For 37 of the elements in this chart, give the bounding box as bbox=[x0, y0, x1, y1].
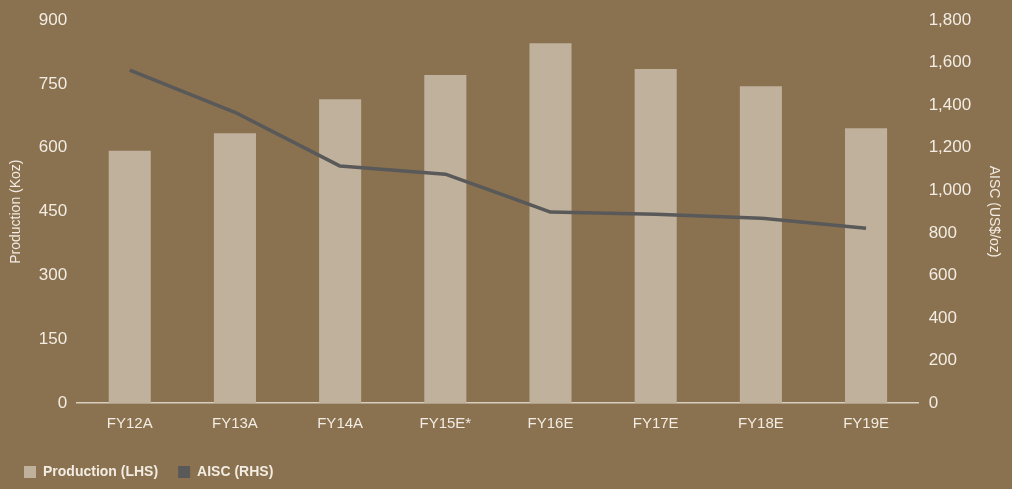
y2-tick-label: 1,200 bbox=[928, 137, 972, 157]
y2-tick-label: 0 bbox=[928, 392, 939, 412]
y-tick-label: 150 bbox=[38, 328, 68, 348]
y2-tick-label: 1,600 bbox=[928, 52, 972, 72]
y2-tick-label: 800 bbox=[928, 222, 958, 242]
x-tick-label: FY15E* bbox=[419, 414, 472, 432]
x-tick-label: FY17E bbox=[632, 414, 679, 432]
bar bbox=[739, 86, 782, 403]
bar bbox=[108, 150, 151, 403]
y-tick-label: 900 bbox=[38, 9, 68, 29]
x-tick-label: FY16E bbox=[527, 414, 574, 432]
y2-tick-label: 1,000 bbox=[928, 180, 972, 200]
y2-tick-label: 200 bbox=[928, 350, 958, 370]
y2-tick-label: 400 bbox=[928, 307, 958, 327]
y-tick-label: 750 bbox=[38, 73, 68, 93]
bar bbox=[424, 75, 467, 403]
bar bbox=[213, 133, 256, 403]
legend-label: Production (LHS) bbox=[43, 462, 159, 479]
y2-axis-title: AISC (US$/oz) bbox=[986, 165, 1003, 258]
bar bbox=[634, 69, 677, 403]
bar bbox=[319, 99, 362, 403]
y-tick-label: 600 bbox=[38, 137, 68, 157]
x-tick-label: FY13A bbox=[212, 414, 258, 432]
y-tick-label: 450 bbox=[38, 201, 68, 221]
x-tick-label: FY12A bbox=[106, 414, 153, 432]
y-tick-label: 300 bbox=[38, 265, 68, 285]
x-tick-label: FY14A bbox=[317, 414, 364, 432]
bar bbox=[845, 128, 888, 403]
y-tick-label: 0 bbox=[57, 392, 68, 412]
x-tick-label: FY19E bbox=[843, 414, 889, 432]
bar bbox=[529, 43, 572, 403]
y2-tick-label: 1,800 bbox=[928, 9, 972, 29]
x-tick-label: FY18E bbox=[737, 414, 784, 432]
legend-label: AISC (RHS) bbox=[197, 462, 274, 479]
y2-tick-label: 1,400 bbox=[928, 94, 972, 114]
y2-tick-label: 600 bbox=[928, 265, 958, 285]
y-axis-title: Production (Koz) bbox=[7, 159, 24, 264]
